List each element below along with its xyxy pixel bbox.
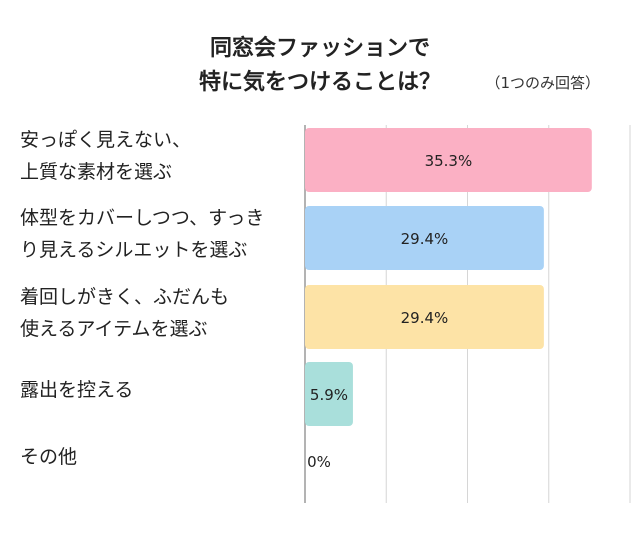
category-label-line: 露出を控える — [20, 379, 134, 401]
category-label-line: 体型をカバーしつつ、すっき — [20, 207, 265, 229]
value-label-0: 35.3% — [425, 152, 473, 170]
chart-title-line1: 同窓会ファッションで — [209, 36, 430, 61]
bar-0 — [305, 128, 592, 192]
category-label-4: その他 — [20, 441, 300, 473]
value-label-3: 5.9% — [310, 386, 348, 404]
bar-2 — [305, 285, 544, 349]
chart-title-line2: 特に気をつけることは？ — [198, 70, 441, 95]
category-label-0: 安っぽく見えない、 上質な素材を選ぶ — [20, 124, 300, 188]
bar-1 — [305, 206, 544, 270]
category-label-1: 体型をカバーしつつ、すっき り見えるシルエットを選ぶ — [20, 202, 300, 266]
category-label-2: 着回しがきく、ふだんも 使えるアイテムを選ぶ — [20, 281, 300, 345]
category-label-line: 上質な素材を選ぶ — [20, 161, 173, 183]
value-label-2: 29.4% — [401, 309, 449, 327]
value-label-1: 29.4% — [401, 230, 449, 248]
category-label-line: その他 — [20, 446, 78, 468]
category-label-line: 着回しがきく、ふだんも — [20, 286, 230, 308]
category-label-line: り見えるシルエットを選ぶ — [20, 239, 248, 261]
category-label-line: 安っぽく見えない、 — [20, 129, 192, 151]
bar-3 — [305, 362, 353, 426]
category-label-line: 使えるアイテムを選ぶ — [20, 318, 208, 340]
category-label-3: 露出を控える — [20, 374, 300, 406]
value-label-4: 0% — [307, 453, 331, 471]
answer-note: （1つのみ回答） — [485, 74, 600, 92]
